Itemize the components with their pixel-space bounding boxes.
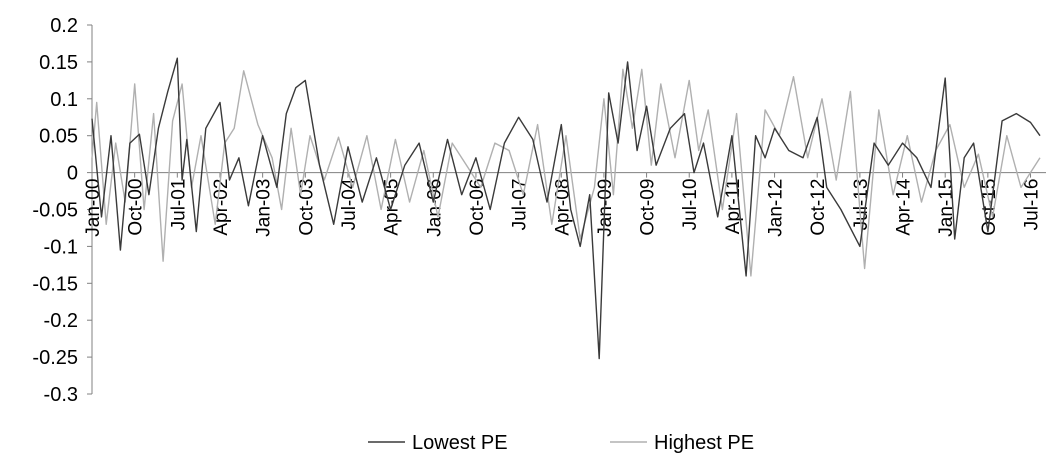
y-tick-label: -0.3 bbox=[44, 384, 78, 406]
x-tick-label: Jan-12 bbox=[766, 179, 787, 237]
legend-label: Lowest PE bbox=[412, 432, 508, 454]
x-tick-label: Oct-09 bbox=[638, 179, 659, 236]
x-tick-label: Jul-04 bbox=[339, 178, 360, 230]
x-tick-label: Apr-05 bbox=[382, 179, 403, 236]
y-tick-label: 0.2 bbox=[50, 15, 78, 37]
x-tick-label: Apr-02 bbox=[211, 179, 232, 236]
x-tick-label: Apr-14 bbox=[894, 178, 915, 235]
x-tick-label: Jan-03 bbox=[254, 179, 275, 237]
x-axis: Jan-00 Oct-00 Jul-01 Apr-02 Jan-03 Oct-03 Jul-… bbox=[83, 172, 1046, 237]
y-tick-label: 0.15 bbox=[39, 52, 78, 74]
y-tick-label: -0.15 bbox=[32, 273, 78, 295]
series-line-lowest-pe bbox=[91, 57, 1041, 360]
x-tick-label: Jan-09 bbox=[595, 179, 616, 237]
x-tick-label: Jul-16 bbox=[1022, 179, 1043, 231]
x-tick-label: Jul-13 bbox=[851, 179, 872, 231]
y-tick-label: 0 bbox=[67, 163, 78, 185]
x-tick-label: Apr-11 bbox=[723, 179, 744, 235]
x-tick-label: Jan-06 bbox=[424, 179, 445, 237]
y-tick-label: -0.2 bbox=[44, 310, 78, 332]
x-tick-label: Oct-06 bbox=[467, 179, 488, 236]
y-tick-label: -0.1 bbox=[44, 236, 78, 258]
y-axis: 0.2 0.15 0.1 0.05 0 -0.05 -0.1 -0.15 -0.2 -0.25 -0… bbox=[32, 15, 93, 406]
x-tick-label: Oct-12 bbox=[808, 179, 829, 236]
y-tick-label: 0.1 bbox=[50, 89, 78, 111]
legend: Lowest PE Highest PE bbox=[368, 432, 754, 454]
y-tick-label: -0.05 bbox=[32, 200, 78, 222]
x-tick-label: Jul-01 bbox=[168, 179, 189, 231]
y-tick-label: 0.05 bbox=[39, 126, 78, 148]
y-tick-label: -0.25 bbox=[32, 347, 78, 369]
series-lines bbox=[91, 57, 1041, 360]
series-line-highest-pe bbox=[91, 68, 1041, 277]
x-tick-label: Jul-07 bbox=[510, 179, 531, 231]
x-tick-label: Jul-10 bbox=[680, 179, 701, 231]
legend-label: Highest PE bbox=[654, 432, 754, 454]
x-tick-label: Oct-15 bbox=[979, 179, 1000, 236]
x-tick-label: Oct-00 bbox=[126, 179, 147, 236]
